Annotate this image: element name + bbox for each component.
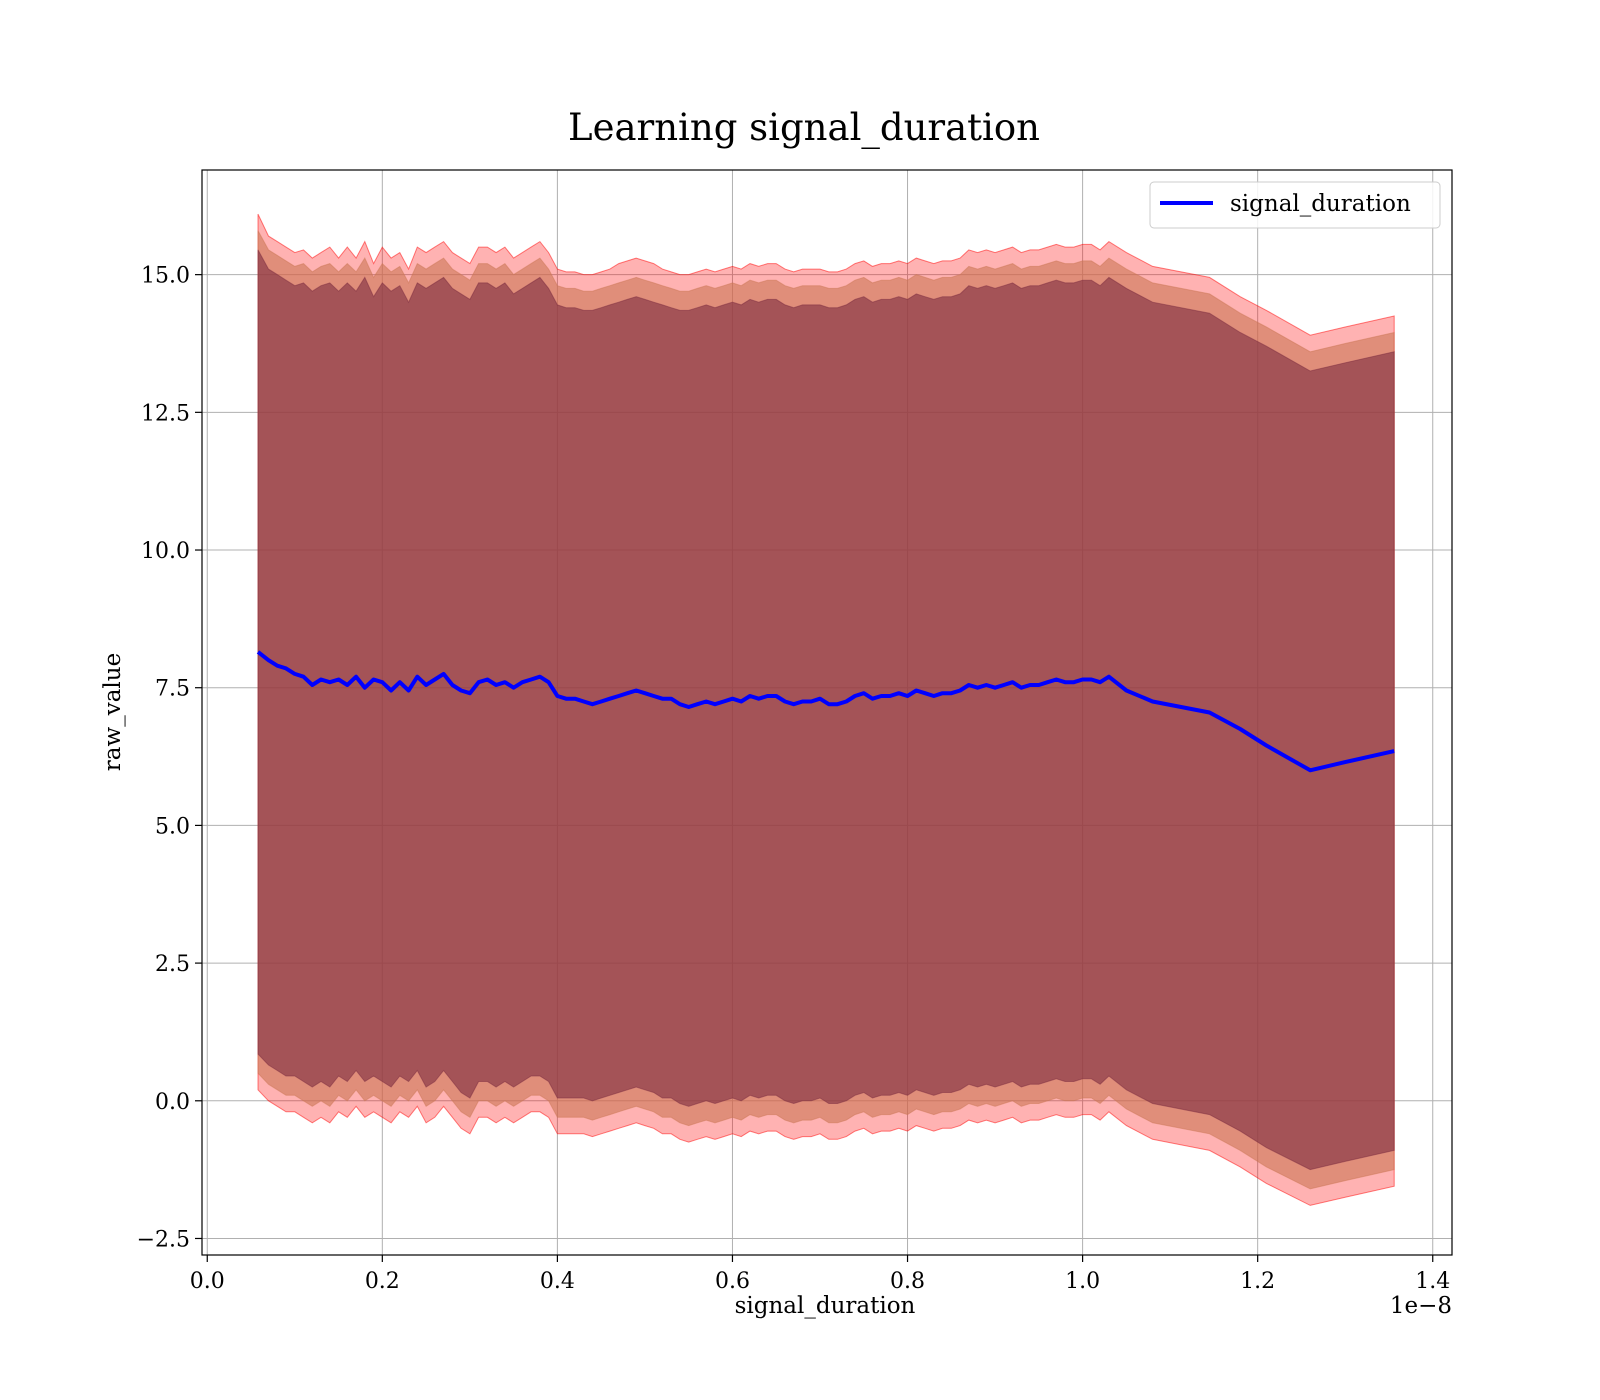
series-lines (256, 650, 1395, 773)
y-tick-label: 5.0 (155, 814, 190, 839)
legend: signal_duration (1149, 181, 1441, 229)
chart-title: Learning signal_duration (568, 106, 1040, 150)
x-tick-label: 0.0 (190, 1269, 225, 1294)
x-axis-ticks: 0.0 0.2 0.4 0.6 0.8 1.0 1.2 1.4 (190, 1255, 1450, 1294)
y-tick-label: 10.0 (141, 539, 190, 564)
x-tick-label: 1.2 (1240, 1269, 1275, 1294)
y-axis-label: raw_value (100, 653, 126, 771)
x-tick-label: 0.2 (365, 1269, 400, 1294)
x-tick-label: 1.4 (1415, 1269, 1450, 1294)
y-tick-label: 15.0 (141, 264, 190, 289)
y-tick-label: 0.0 (155, 1090, 190, 1115)
y-tick-label: 7.5 (155, 677, 190, 702)
y-tick-label: 12.5 (141, 401, 190, 426)
confidence-bands (257, 213, 1395, 1206)
y-tick-label: 2.5 (155, 952, 190, 977)
x-axis-label: signal_duration (735, 1293, 916, 1319)
plot-frame (201, 169, 1453, 1256)
x-tick-label: 1.0 (1065, 1269, 1100, 1294)
series-line-0 (256, 650, 1395, 773)
x-axis-offset-label: 1e−8 (1390, 1293, 1452, 1319)
y-tick-label: −2.5 (137, 1227, 190, 1252)
legend-label: signal_duration (1230, 191, 1411, 217)
x-tick-label: 0.8 (890, 1269, 925, 1294)
y-axis-ticks: −2.5 0.0 2.5 5.0 7.5 10.0 12.5 15.0 (137, 264, 202, 1252)
x-tick-label: 0.6 (715, 1269, 750, 1294)
confidence-band-2 (257, 249, 1395, 1171)
legend-box (1149, 181, 1441, 229)
x-tick-label: 0.4 (540, 1269, 575, 1294)
